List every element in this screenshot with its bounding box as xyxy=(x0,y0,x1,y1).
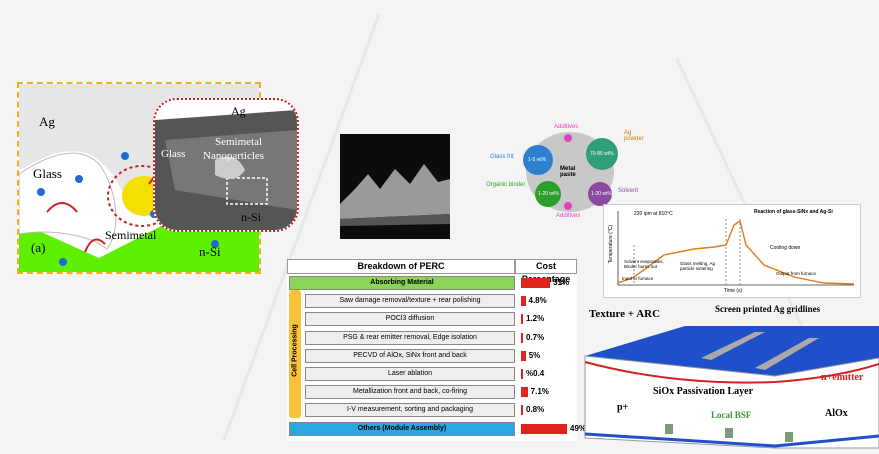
organic-pct: 1-20 wt% xyxy=(538,191,559,197)
cost-percentage: 7.1% xyxy=(530,387,549,397)
cost-row-label: PECVD of AlOx, SiNx front and back xyxy=(305,348,515,363)
cost-percentage: 0.8% xyxy=(526,405,545,415)
input-annotation: Input to furnace xyxy=(622,276,654,281)
ag-powder-label: Ag powder xyxy=(624,130,644,142)
cost-bar xyxy=(521,296,526,307)
cost-row-label: Metallization front and back, co-firing xyxy=(305,385,515,400)
solvent-label: Solvent xyxy=(618,188,639,194)
electron xyxy=(75,175,83,183)
cost-bar xyxy=(521,350,526,361)
cost-row-label: Others (Module Assembly) xyxy=(289,421,515,436)
cost-percentage: 0.7% xyxy=(526,332,545,342)
passivation-label: SiOx Passivation Layer xyxy=(653,386,754,397)
cell-processing-label: Cell Processing xyxy=(291,324,299,377)
cost-row-label: Saw damage removal/texture + rear polish… xyxy=(305,294,515,309)
cost-bar xyxy=(521,369,523,379)
sem-inset-image xyxy=(155,100,297,230)
cost-row-label: PSG & rear emitter removal, Edge isolati… xyxy=(305,330,515,345)
sem-texture-image xyxy=(340,134,450,239)
gridline xyxy=(701,332,765,360)
cost-percentage: 49% xyxy=(570,423,587,433)
p-plus-label: p+ xyxy=(617,402,629,413)
cost-row-label: Laser ablation xyxy=(305,367,515,381)
perc-cell-diagram: Texture + ARC Screen printed Ag gridline… xyxy=(575,298,879,454)
solvent-annotation: Solvent evaporates, Binder burns out xyxy=(624,259,664,269)
semimetal-label: Semimetal xyxy=(105,228,157,242)
metal-paste-label: Metal paste xyxy=(560,166,576,178)
cost-percentage: 4.8% xyxy=(528,296,547,306)
inset-glass-label: Glass xyxy=(161,148,186,160)
firing-profile-chart: 220 ipm at 810°C Reaction of glass-SiNx … xyxy=(603,204,861,298)
bsf-contact xyxy=(785,432,793,442)
cost-row-label: I-V measurement, sorting and packaging xyxy=(305,403,515,418)
glass-region xyxy=(19,152,117,250)
cost-percentage: 1.2% xyxy=(526,314,545,324)
inset-semimetal-label: Semimetal xyxy=(215,136,263,148)
ag-label: Ag xyxy=(39,114,55,129)
inset-ag-label: Ag xyxy=(231,104,246,118)
flow-arrow xyxy=(84,238,106,253)
emitter-line xyxy=(584,361,879,384)
gridline xyxy=(755,338,819,370)
texture-label: Texture + ARC xyxy=(589,308,661,320)
n-si-region xyxy=(19,154,259,272)
flow-arrow xyxy=(46,202,78,213)
header-cost: Cost Percentage xyxy=(515,259,577,284)
solvent-pct: 1-20 wt% xyxy=(591,191,612,197)
glass-label: Glass xyxy=(33,166,62,181)
cost-percentage: %0.4 xyxy=(526,369,545,378)
glass-annotation: Glass melting, Ag particle sintering xyxy=(680,261,716,271)
y-axis-label: Temperature (°C) xyxy=(608,224,615,264)
paste-composition-diagram: Metal paste Additives Additives Glass fr… xyxy=(486,124,646,220)
bsf-contact xyxy=(725,428,733,438)
glass-frit-pct: 1-5 wt% xyxy=(528,157,547,163)
cooling-annotation: Cooling down xyxy=(770,245,801,251)
temperature-curve xyxy=(617,219,855,285)
cell-processing-bracket xyxy=(289,290,301,418)
cost-bar xyxy=(521,423,567,434)
cost-row-label: Absorbing Material xyxy=(289,276,515,290)
cost-bar xyxy=(521,387,528,398)
cost-bar xyxy=(521,405,523,416)
electron xyxy=(37,188,45,196)
cost-percentage: 5% xyxy=(528,350,541,360)
header-breakdown: Breakdown of PERC xyxy=(287,259,515,274)
emitter-label: n+emitter xyxy=(821,372,864,383)
panel-label: (a) xyxy=(31,240,46,255)
x-axis-label: Time (s) xyxy=(724,288,743,294)
inset-nanoparticles-label: Nanoparticles xyxy=(203,150,265,162)
bsf-label: Local BSF xyxy=(711,410,752,420)
sem-inset: Ag Glass Semimetal Nanoparticles n-Si xyxy=(153,98,299,232)
alox-label: AlOx xyxy=(825,408,848,419)
gridlines-label: Screen printed Ag gridlines xyxy=(715,304,821,314)
electron xyxy=(211,240,219,248)
ag-powder-pct: 70-85 wt% xyxy=(590,151,614,157)
n-si-label: n-Si xyxy=(199,244,221,259)
cost-bar xyxy=(521,314,523,325)
additives-bottom-label: Additives xyxy=(556,213,581,219)
output-annotation: Output from furnace xyxy=(776,271,817,276)
reaction-annotation: Reaction of glass-SiNx and Ag-Si xyxy=(754,209,833,215)
panel-a: Ag Glass Semimetal n-Si (a) Ag Glass Sem… xyxy=(17,82,299,274)
cost-breakdown-table: Breakdown of PERC Cost Percentage Cell P… xyxy=(287,259,586,441)
electron xyxy=(121,152,129,160)
additives-top-label: Additives xyxy=(554,124,579,130)
cost-percentage: 31% xyxy=(553,278,570,287)
bsf-contact xyxy=(665,424,673,434)
cost-bar xyxy=(521,332,523,343)
chart-legend: 220 ipm at 810°C xyxy=(634,211,673,217)
alox-line xyxy=(584,432,879,448)
inset-n-si-label: n-Si xyxy=(241,210,262,224)
glass-frit-label: Glass frit xyxy=(490,154,514,160)
organic-binder-label: Organic binder xyxy=(486,182,526,188)
electron xyxy=(59,258,67,266)
cost-row-label: POCl3 diffusion xyxy=(305,312,515,327)
cost-bar xyxy=(521,278,551,288)
